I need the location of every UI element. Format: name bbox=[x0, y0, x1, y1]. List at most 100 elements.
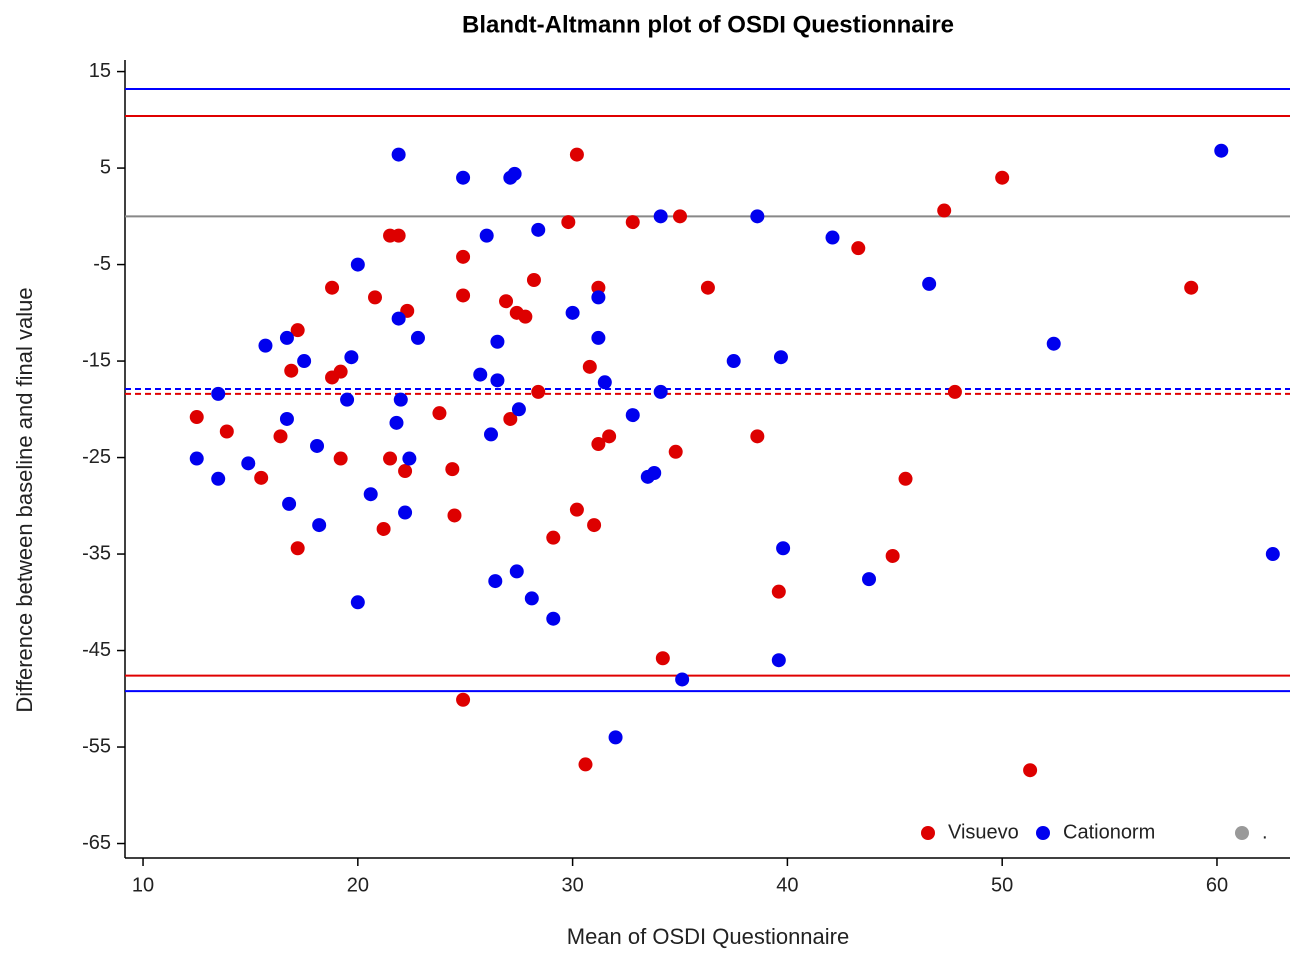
point bbox=[700, 280, 715, 295]
point bbox=[937, 203, 952, 218]
point bbox=[350, 595, 365, 610]
point bbox=[625, 408, 640, 423]
point bbox=[499, 294, 514, 309]
point bbox=[1214, 143, 1229, 158]
legend-label: . bbox=[1262, 821, 1268, 843]
point bbox=[898, 471, 913, 486]
point bbox=[189, 451, 204, 466]
point bbox=[312, 518, 327, 533]
point bbox=[591, 330, 606, 345]
point bbox=[456, 170, 471, 185]
point bbox=[518, 309, 533, 324]
point bbox=[653, 209, 668, 224]
point bbox=[376, 521, 391, 536]
point bbox=[211, 386, 226, 401]
point bbox=[647, 465, 662, 480]
point bbox=[282, 496, 297, 511]
point bbox=[503, 411, 518, 426]
point bbox=[290, 323, 305, 338]
point bbox=[591, 290, 606, 305]
point bbox=[524, 591, 539, 606]
point bbox=[254, 470, 269, 485]
y-tick-label: 5 bbox=[100, 156, 111, 178]
point bbox=[1265, 547, 1280, 562]
point bbox=[363, 487, 378, 502]
point bbox=[531, 384, 546, 399]
point bbox=[490, 373, 505, 388]
point bbox=[456, 288, 471, 303]
point bbox=[279, 330, 294, 345]
x-tick-label: 60 bbox=[1206, 874, 1228, 896]
point bbox=[456, 249, 471, 264]
point bbox=[947, 384, 962, 399]
point bbox=[776, 541, 791, 556]
point bbox=[653, 384, 668, 399]
point bbox=[1184, 280, 1199, 295]
y-tick-label: -35 bbox=[82, 542, 111, 564]
point bbox=[862, 572, 877, 587]
point bbox=[507, 166, 522, 181]
point bbox=[368, 290, 383, 305]
y-tick-label: -55 bbox=[82, 735, 111, 757]
point bbox=[851, 241, 866, 256]
point bbox=[885, 548, 900, 563]
point bbox=[509, 564, 524, 579]
point bbox=[473, 367, 488, 382]
point bbox=[483, 427, 498, 442]
y-tick-label: -15 bbox=[82, 349, 111, 371]
point bbox=[402, 451, 417, 466]
point bbox=[284, 363, 299, 378]
point bbox=[333, 364, 348, 379]
point bbox=[1023, 763, 1038, 778]
point bbox=[773, 350, 788, 365]
point bbox=[625, 215, 640, 230]
point bbox=[325, 280, 340, 295]
point bbox=[587, 518, 602, 533]
x-tick-label: 20 bbox=[347, 874, 369, 896]
x-tick-label: 50 bbox=[991, 874, 1013, 896]
point bbox=[546, 611, 561, 626]
point bbox=[273, 429, 288, 444]
point bbox=[597, 375, 612, 390]
point bbox=[258, 338, 273, 353]
point bbox=[241, 456, 256, 471]
legend-marker bbox=[921, 826, 935, 840]
point bbox=[569, 147, 584, 162]
point bbox=[565, 305, 580, 320]
point bbox=[310, 438, 325, 453]
point bbox=[569, 502, 584, 517]
point bbox=[591, 437, 606, 452]
point bbox=[608, 730, 623, 745]
point bbox=[922, 276, 937, 291]
point bbox=[398, 464, 413, 479]
point bbox=[432, 406, 447, 421]
y-tick-label: -45 bbox=[82, 639, 111, 661]
chart-title: Blandt-Altmann plot of OSDI Questionnair… bbox=[462, 11, 954, 38]
point bbox=[655, 651, 670, 666]
point bbox=[290, 541, 305, 556]
y-tick-label: -25 bbox=[82, 446, 111, 468]
point bbox=[531, 222, 546, 237]
point bbox=[333, 451, 348, 466]
y-tick-label: 15 bbox=[89, 60, 111, 82]
point bbox=[344, 350, 359, 365]
point bbox=[668, 444, 683, 459]
point bbox=[340, 392, 355, 407]
point bbox=[350, 257, 365, 272]
point bbox=[447, 508, 462, 523]
point bbox=[456, 692, 471, 707]
point bbox=[1046, 336, 1061, 351]
point bbox=[490, 334, 505, 349]
point bbox=[771, 653, 786, 668]
point bbox=[391, 311, 406, 326]
point bbox=[995, 170, 1010, 185]
point bbox=[726, 354, 741, 369]
point bbox=[211, 471, 226, 486]
point bbox=[279, 411, 294, 426]
point bbox=[825, 230, 840, 245]
x-tick-label: 40 bbox=[776, 874, 798, 896]
point bbox=[393, 392, 408, 407]
y-axis-label: Difference between baseline and final va… bbox=[12, 287, 37, 712]
point bbox=[675, 672, 690, 687]
y-tick-label: -5 bbox=[93, 253, 111, 275]
